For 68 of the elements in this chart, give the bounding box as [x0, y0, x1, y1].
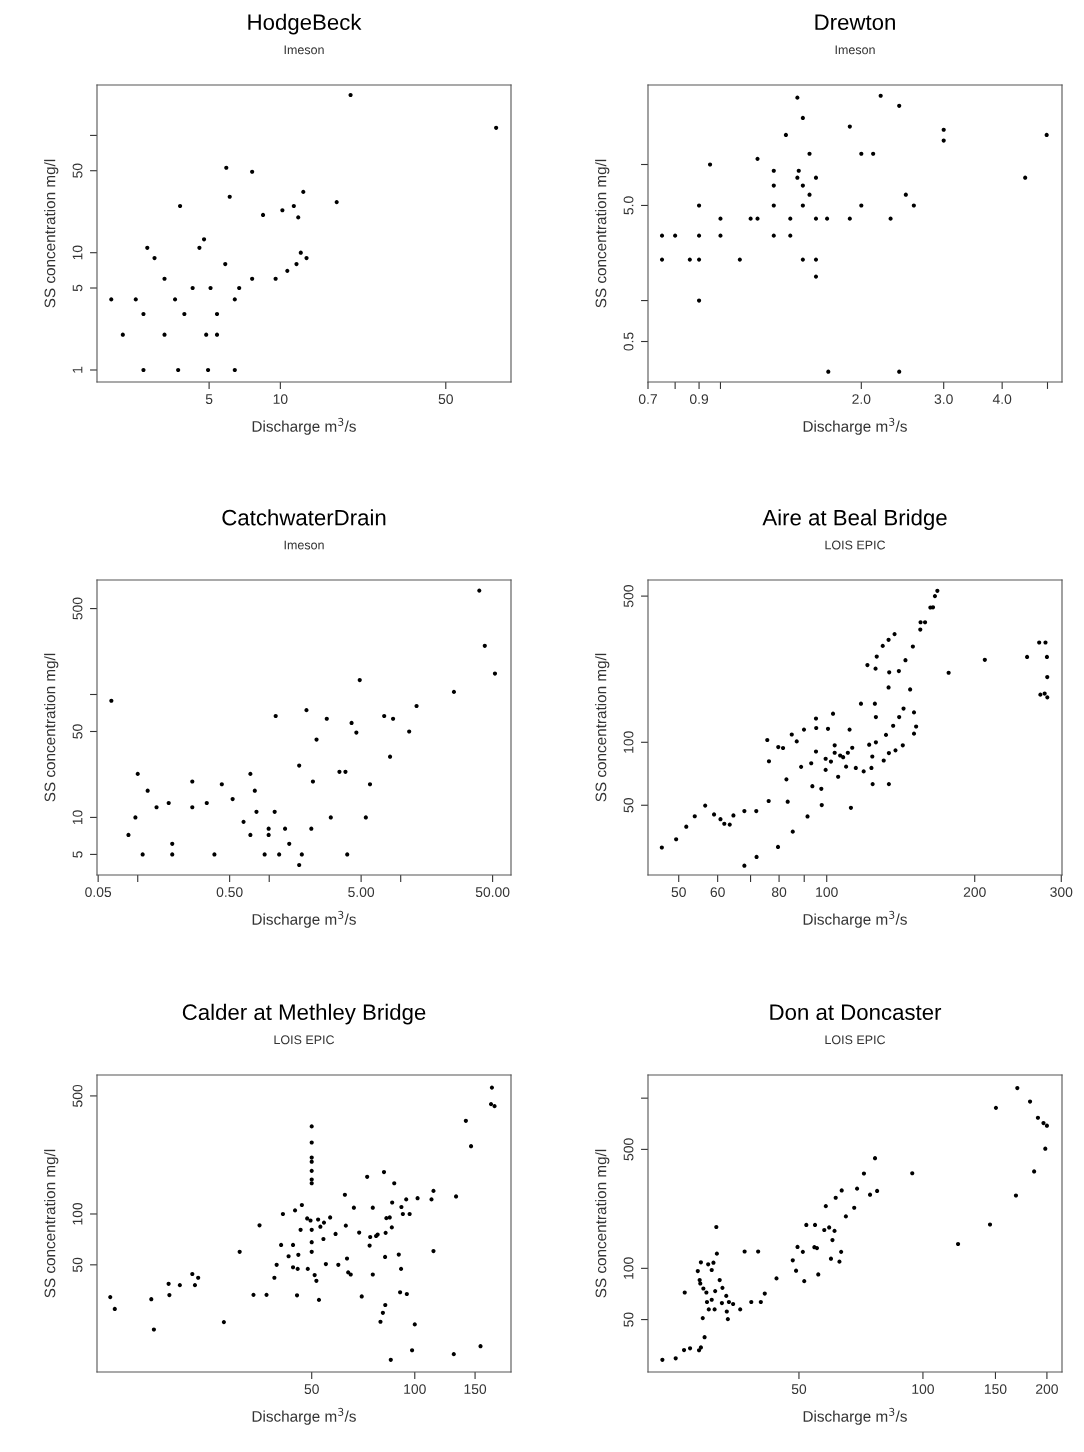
x-tick-label: 0.05 — [85, 887, 112, 898]
y-tick-label: 500 — [623, 585, 634, 608]
y-tick-label: 100 — [72, 1202, 83, 1225]
x-tick-label: 150 — [984, 1384, 1007, 1395]
y-tick-label: 0.5 — [623, 332, 634, 351]
x-tick-label: 0.9 — [689, 394, 709, 405]
y-tick-label: 5.0 — [623, 196, 634, 215]
y-tick-label: 100 — [623, 731, 634, 753]
x-tick-label: 50 — [438, 394, 453, 405]
x-tick-label: 2.0 — [852, 394, 871, 405]
y-tick-label: 50 — [72, 1257, 83, 1272]
x-tick-label: 0.50 — [216, 887, 243, 898]
chart-title: HodgeBeck — [248, 13, 362, 35]
x-tick-label: 50 — [304, 1384, 319, 1395]
y-tick-label: 50 — [72, 163, 83, 178]
chart-subtitle: LOIS EPIC — [825, 540, 886, 550]
x-tick-label: 300 — [1050, 887, 1073, 898]
y-tick-label: 10 — [72, 245, 83, 260]
x-tick-label: 80 — [771, 887, 787, 898]
x-tick-label: 200 — [1036, 1384, 1058, 1395]
x-tick-label: 50 — [671, 887, 686, 898]
x-axis-title: Discharge m$^{3}$/s — [252, 1407, 356, 1425]
x-axis-title: Discharge m$^{3}$/s — [803, 1407, 907, 1425]
x-tick-label: 50.00 — [475, 887, 510, 898]
y-tick-label: 50 — [72, 724, 83, 739]
x-axis-title: Discharge m$^{3}$/s — [803, 910, 907, 928]
y-axis-title: SS concentration mg/l — [44, 653, 59, 802]
chart-title: Don at Doncaster — [770, 1004, 942, 1021]
y-axis-title: SS concentration mg/l — [595, 1149, 610, 1298]
y-tick-label: 50 — [623, 798, 634, 813]
x-tick-label: 150 — [464, 1384, 487, 1395]
x-axis-title: Discharge m$^{3}$/s — [252, 417, 356, 435]
chart-title: Aire at Beal Bridge — [762, 509, 947, 530]
x-tick-label: 5 — [205, 394, 213, 405]
y-axis-title: SS concentration mg/l — [595, 653, 610, 802]
y-tick-label: 500 — [623, 1138, 634, 1161]
chart-title: Calder at Methley Bridge — [182, 1003, 426, 1025]
y-tick-label: 5 — [72, 851, 83, 858]
y-tick-label: 100 — [623, 1257, 634, 1279]
chart-subtitle: Imeson — [284, 45, 324, 55]
y-axis-title: SS concentration mg/l — [595, 159, 610, 308]
x-tick-label: 100 — [912, 1384, 934, 1395]
x-tick-label: 10 — [273, 394, 288, 405]
y-tick-label: 5 — [72, 284, 83, 292]
chart-subtitle: Imeson — [835, 45, 875, 55]
y-tick-label: 500 — [72, 1084, 83, 1107]
x-tick-label: 0.7 — [638, 394, 657, 405]
chart-subtitle: LOIS EPIC — [825, 1035, 886, 1045]
x-tick-label: 100 — [404, 1384, 426, 1395]
chart-subtitle: LOIS EPIC — [274, 1035, 335, 1045]
y-tick-label: 50 — [623, 1312, 634, 1327]
x-tick-label: 3.0 — [934, 394, 953, 405]
x-tick-label: 200 — [963, 887, 986, 898]
x-axis-title: Discharge m$^{3}$/s — [252, 910, 356, 928]
chart-title: Drewton — [815, 14, 895, 31]
y-tick-label: 500 — [72, 597, 83, 620]
y-tick-label: 10 — [72, 810, 83, 825]
x-tick-label: 5.00 — [348, 887, 375, 898]
chart-title: CatchwaterDrain — [222, 509, 386, 526]
x-tick-label: 4.0 — [992, 394, 1012, 405]
x-axis-title: Discharge m$^{3}$/s — [803, 417, 907, 435]
x-tick-label: 50 — [791, 1384, 807, 1395]
y-axis-title: SS concentration mg/l — [44, 1149, 59, 1298]
x-tick-label: 60 — [710, 887, 725, 898]
chart-subtitle: Imeson — [284, 540, 324, 550]
x-tick-label: 100 — [816, 887, 838, 898]
y-tick-label: 1 — [72, 366, 83, 373]
y-axis-title: SS concentration mg/l — [44, 159, 59, 308]
